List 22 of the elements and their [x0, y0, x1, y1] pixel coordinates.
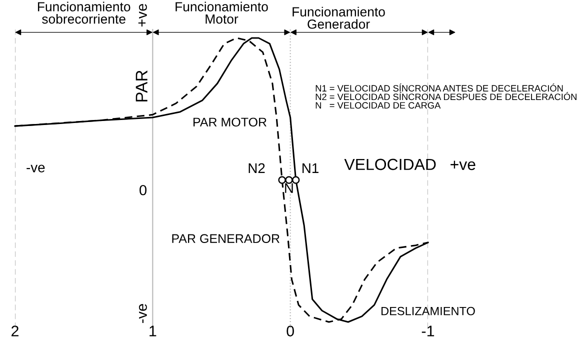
x-tick-label: -1: [422, 326, 434, 336]
annotation: 0: [140, 184, 147, 196]
x-tick-label: 0: [286, 326, 294, 336]
text: +ve: [138, 4, 147, 27]
annotation: N2: [248, 163, 265, 173]
x-tick-label: 1: [150, 326, 156, 336]
x-tick-label: 2: [12, 326, 18, 336]
text: Funcionamiento Generador: [292, 6, 385, 29]
text: Funcionamiento Motor: [176, 2, 268, 24]
annotation: PAR: [136, 70, 148, 102]
annotation: -ve: [26, 164, 45, 172]
annotation: N1 = VELOCIDAD SÍNCRONA ANTES DE DECELERACIÓN: [316, 84, 563, 92]
annotation: N2 = VELOCIDAD SÍNCRONA DESPUES DE DECELERACIÓN: [316, 92, 576, 100]
annotation: N = VELOCIDAD DE CARGA: [316, 102, 441, 109]
annotation: VELOCIDAD +ve: [344, 158, 476, 170]
annotation: PAR GENERADOR: [172, 234, 280, 243]
annotation: N1: [302, 163, 318, 173]
annotation: DESLIZAMIENTO: [382, 306, 475, 316]
annotation: -ve: [138, 304, 147, 323]
annotation: N: [285, 183, 293, 193]
text: Funcionamiento sobrecorriente: [38, 2, 130, 24]
annotation: PAR MOTOR: [194, 118, 266, 127]
